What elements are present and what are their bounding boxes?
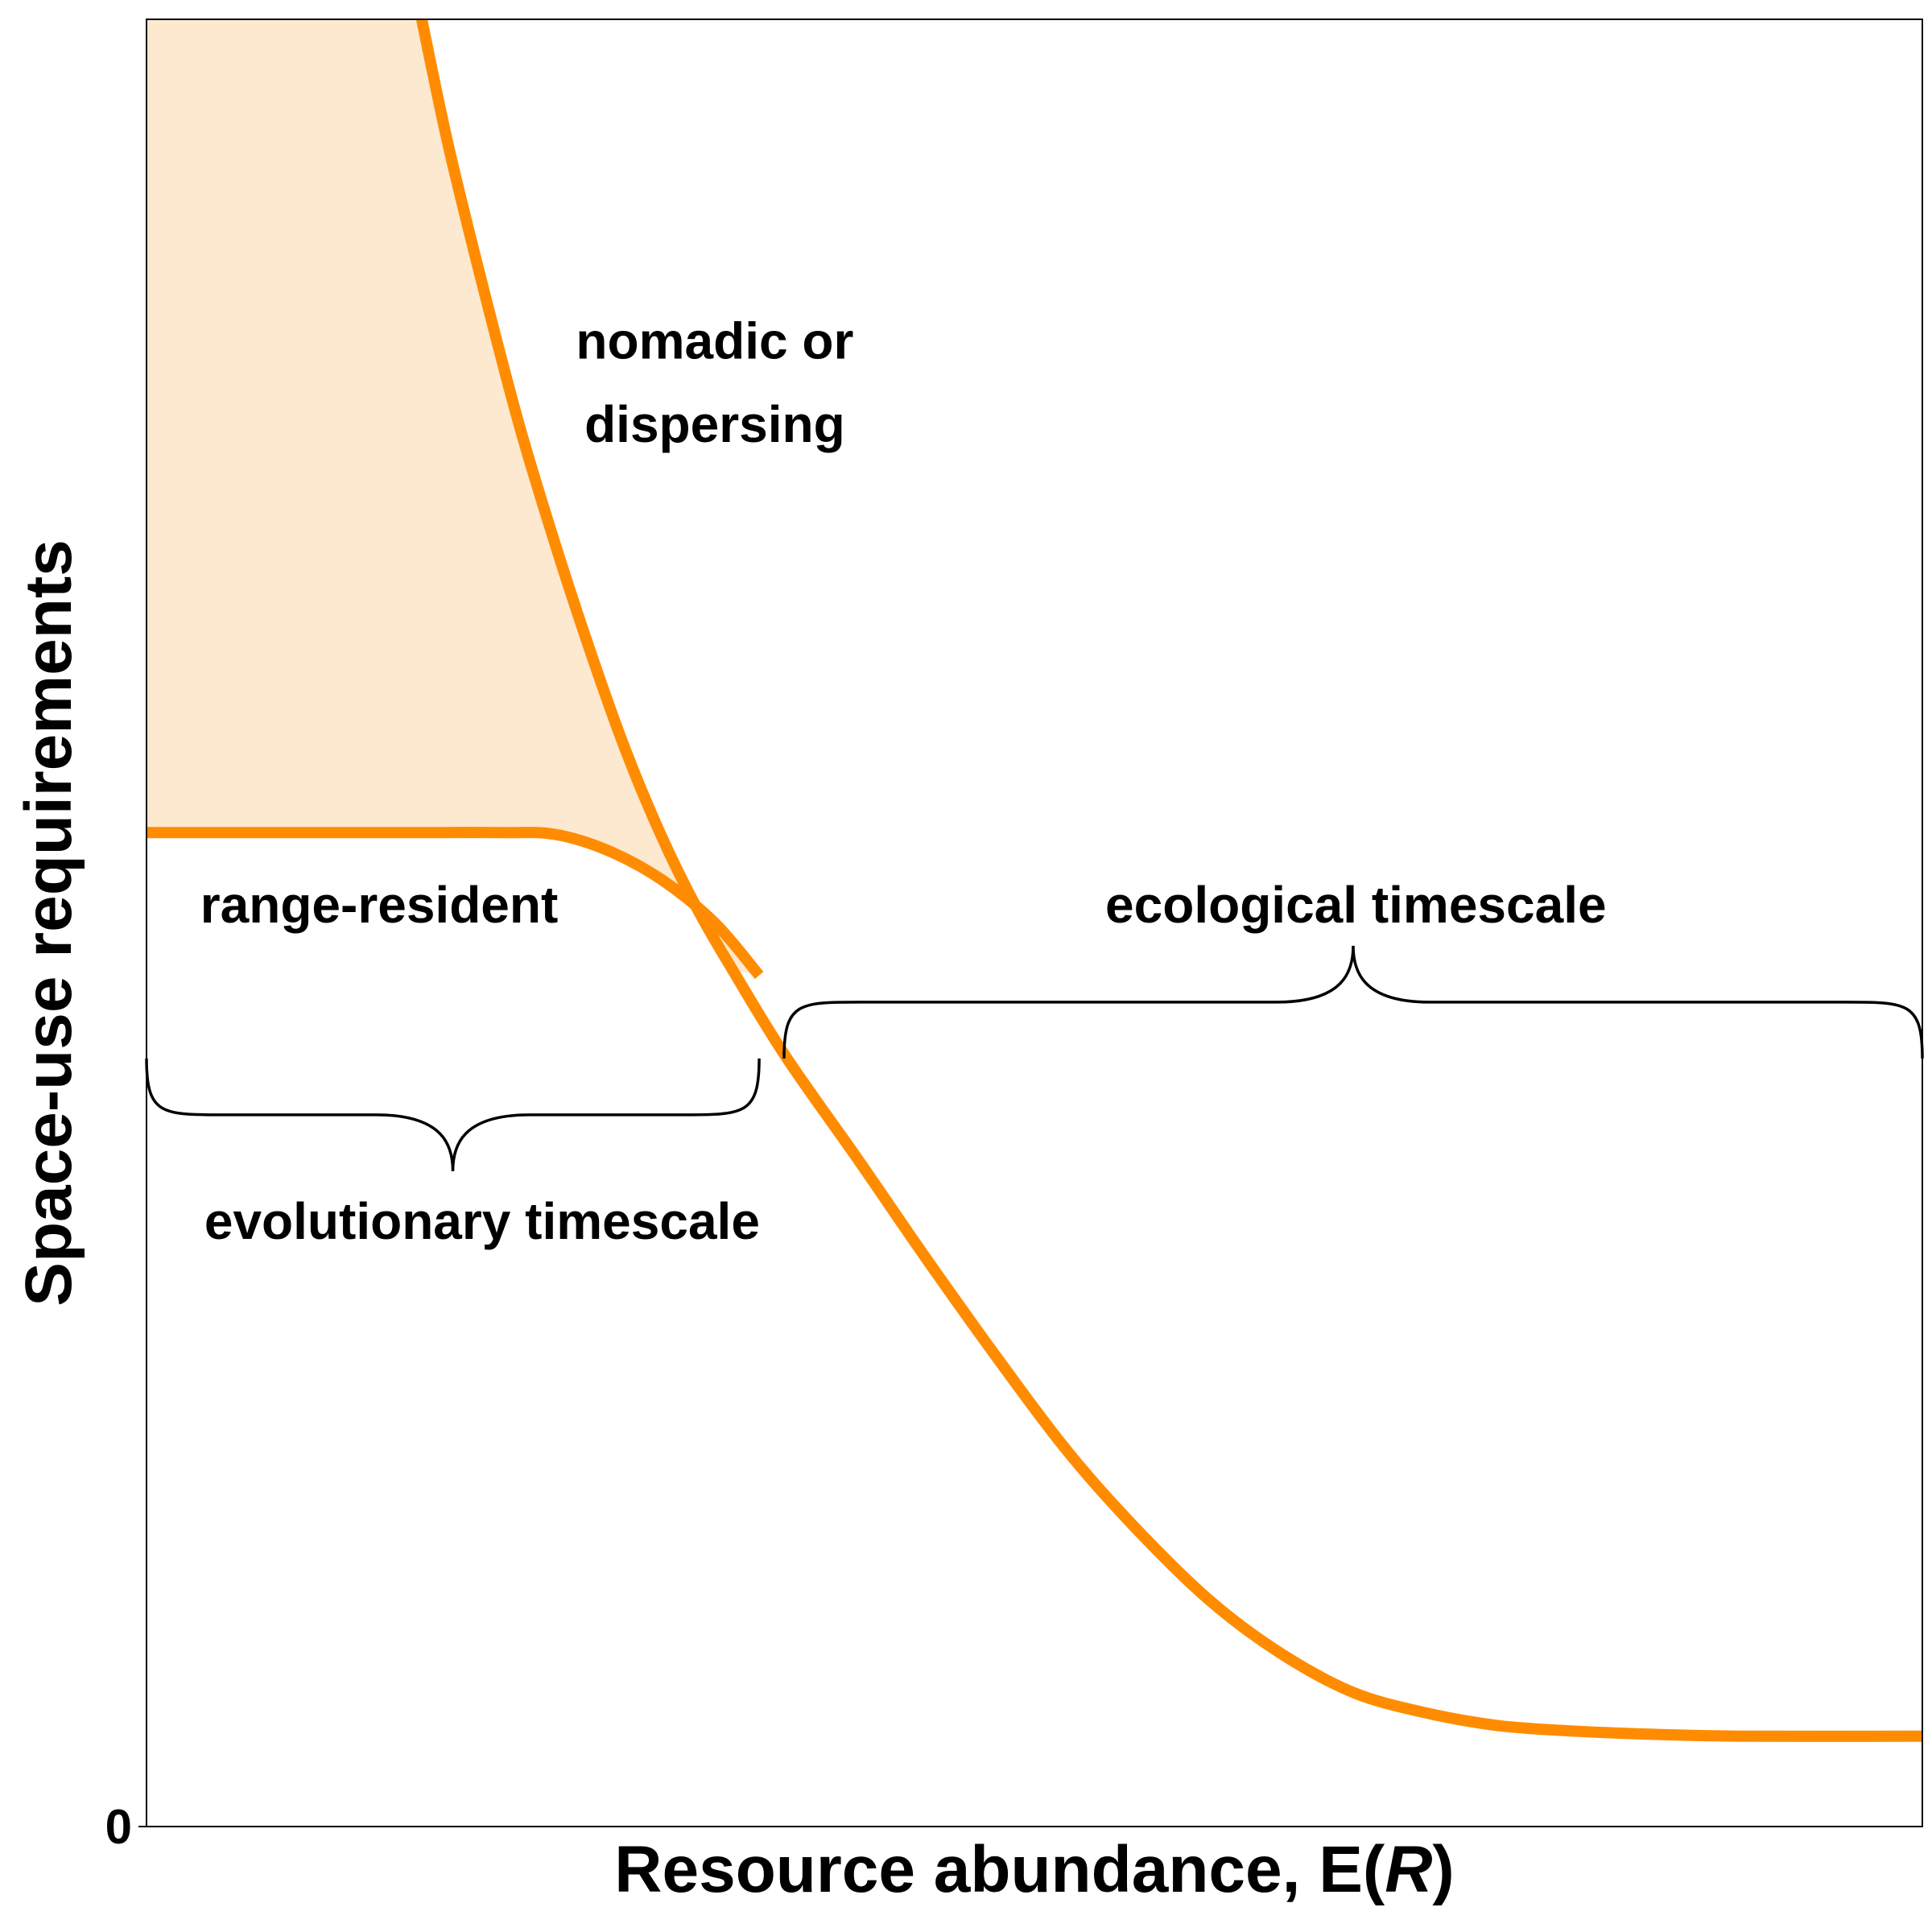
- annotation-ecological: ecological timescale: [1105, 876, 1607, 934]
- curve-layer: [147, 19, 1922, 1742]
- shaded-region-layer: [147, 19, 760, 976]
- x-axis-label-variable: R: [1385, 1833, 1432, 1906]
- x-axis-label: Resource abundance, E(R): [614, 1833, 1454, 1906]
- shaded-region: [147, 19, 760, 976]
- ecological-brace: [782, 945, 1924, 1059]
- brace-layer: [145, 945, 1924, 1171]
- plot-frame: [146, 19, 1923, 1827]
- x-axis-label-suffix: ): [1432, 1833, 1454, 1906]
- evolutionary-brace: [145, 1058, 761, 1171]
- y-tick-label: 0: [105, 1800, 132, 1854]
- x-axis-label-prefix: Resource abundance, E(: [614, 1833, 1385, 1906]
- y-axis-label: Space-use requirements: [12, 539, 85, 1307]
- annotation-evolutionary: evolutionary timescale: [204, 1192, 760, 1250]
- annotation-layer: nomadic or dispersing range-resident ecolog…: [200, 312, 1607, 1250]
- annotation-range-resident: range-resident: [200, 876, 559, 934]
- annotation-nomadic-line1: nomadic or: [576, 312, 853, 370]
- annotation-nomadic-line2: dispersing: [584, 395, 845, 453]
- main-curve: [416, 19, 1922, 1742]
